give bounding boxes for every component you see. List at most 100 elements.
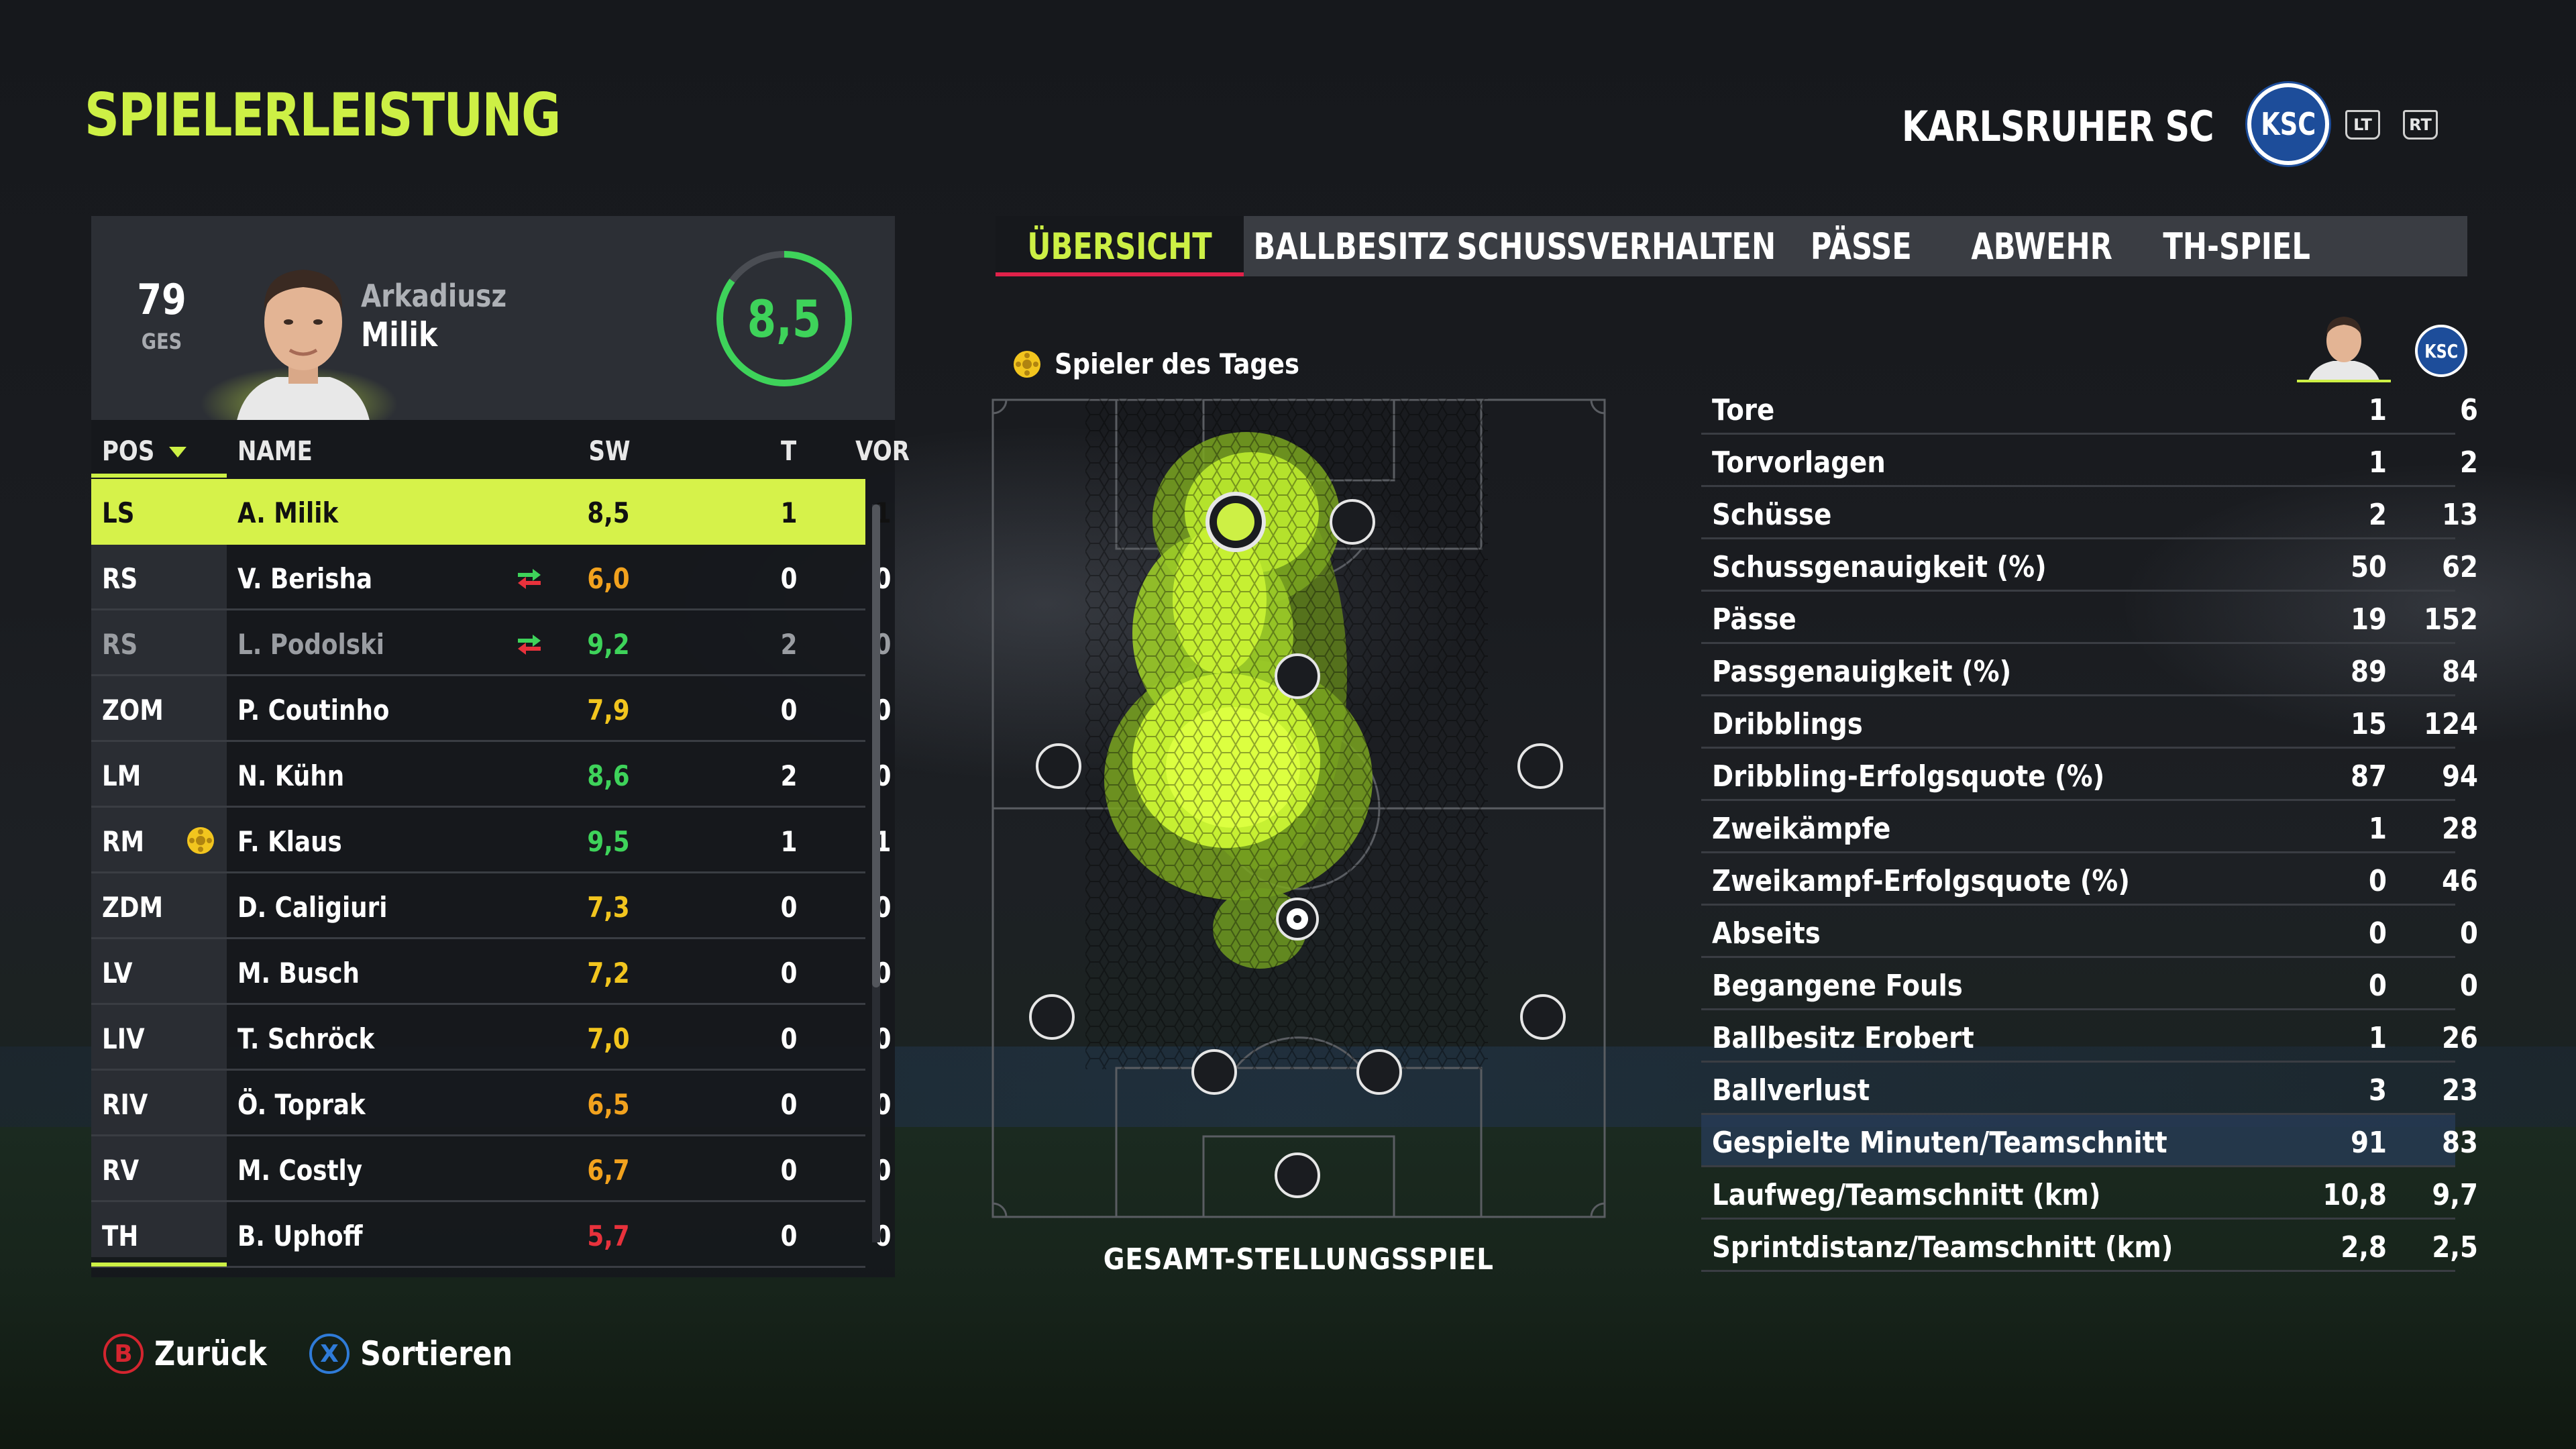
player-position: LS: [102, 496, 135, 529]
rt-trigger-button[interactable]: RT: [2403, 110, 2438, 140]
assists-value: 0: [874, 562, 892, 595]
team-name: KARLSRUHER SC: [1902, 102, 2214, 151]
stat-team-value: 46: [2442, 864, 2478, 898]
stat-row: Gespielte Minuten/Teamschnitt 91 83: [1701, 1115, 2478, 1167]
player-position: TH: [102, 1220, 139, 1252]
stat-row: Abseits 0 0: [1701, 906, 2478, 958]
stat-player-value: 89: [2351, 655, 2387, 689]
player-name: M. Costly: [237, 1154, 363, 1187]
stat-row: Schüsse 2 13: [1701, 487, 2478, 539]
stat-row: Laufweg/Teamschnitt (km) 10,8 9,7: [1701, 1167, 2478, 1220]
column-header-pos[interactable]: POS: [102, 428, 188, 475]
stats-table: Tore 1 6 Torvorlagen 1 2 Schüsse 2 13 Schussgenau…: [1701, 382, 2478, 1272]
stat-player-value: 15: [2351, 707, 2387, 741]
stat-row: Sprintdistanz/Teamschnitt (km) 2,8 2,5: [1701, 1220, 2478, 1272]
player-row[interactable]: LV M. Busch 7,2 0 0: [91, 939, 891, 1005]
stat-label: Schussgenauigkeit (%): [1712, 550, 2047, 584]
substitution-icon: [518, 635, 541, 655]
stat-team-value: 62: [2442, 550, 2478, 584]
player-row[interactable]: ZOM P. Coutinho 7,9 0 0: [91, 676, 891, 742]
column-header-name[interactable]: NAME: [237, 436, 313, 467]
match-rating-value: 8,6: [587, 759, 630, 792]
stat-player-value: 1: [2369, 393, 2387, 427]
player-row[interactable]: RM F. Klaus 9,5 1 1: [91, 808, 891, 873]
tab-goalkeeping[interactable]: TH-SPIEL: [2163, 225, 2310, 268]
column-header-vor[interactable]: VOR: [855, 436, 910, 467]
stat-row: Zweikampf-Erfolgsquote (%) 0 46: [1701, 853, 2478, 906]
player-name: N. Kühn: [237, 759, 345, 792]
player-row[interactable]: ZDM D. Caligiuri 7,3 0 0: [91, 873, 891, 939]
tab-passing[interactable]: PÄSSE: [1810, 225, 1912, 268]
lt-trigger-button[interactable]: LT: [2345, 110, 2380, 140]
assists-value: 0: [874, 1022, 892, 1055]
player-position: RM: [102, 825, 145, 858]
stat-row: Torvorlagen 1 2: [1701, 435, 2478, 487]
assists-value: 0: [874, 694, 892, 727]
player-position: LV: [102, 957, 133, 989]
stat-team-value: 13: [2442, 498, 2478, 532]
player-of-the-day-icon: [187, 827, 214, 854]
goals-value: 2: [780, 628, 798, 661]
player-position: LIV: [102, 1022, 145, 1055]
stat-team-value: 2,5: [2432, 1230, 2478, 1265]
stat-row: Pässe 19 152: [1701, 592, 2478, 644]
tab-overview[interactable]: ÜBERSICHT: [996, 216, 1244, 276]
match-rating-value: 7,2: [587, 957, 630, 989]
player-name: D. Caligiuri: [237, 891, 388, 924]
column-header-t[interactable]: T: [781, 436, 797, 467]
back-label[interactable]: Zurück: [154, 1334, 267, 1373]
assists-value: 0: [874, 759, 892, 792]
club-badge-icon: KSC: [2247, 83, 2329, 165]
stat-team-value: 23: [2442, 1073, 2478, 1108]
stat-label: Sprintdistanz/Teamschnitt (km): [1712, 1230, 2174, 1265]
player-of-the-day-label: Spieler des Tages: [1012, 347, 1333, 380]
stat-player-value: 1: [2369, 1021, 2387, 1055]
stat-team-value: 26: [2442, 1021, 2478, 1055]
sort-label[interactable]: Sortieren: [360, 1334, 513, 1373]
stat-team-value: 84: [2442, 655, 2478, 689]
player-name: M. Busch: [237, 957, 360, 989]
match-rating-value: 8,5: [587, 496, 630, 529]
player-name: T. Schröck: [237, 1022, 375, 1055]
stat-team-value: 83: [2442, 1126, 2478, 1160]
stat-label: Dribbling-Erfolgsquote (%): [1712, 759, 2105, 794]
match-rating-value: 6,0: [587, 562, 630, 595]
x-button-icon[interactable]: X: [309, 1334, 350, 1374]
player-row[interactable]: RV M. Costly 6,7 0 0: [91, 1136, 891, 1202]
match-rating-value: 7,0: [587, 1022, 630, 1055]
player-row[interactable]: LM N. Kühn 8,6 2 0: [91, 742, 891, 808]
stat-player-value: 87: [2351, 759, 2387, 794]
stat-label: Dribblings: [1712, 707, 1863, 741]
column-header-sw[interactable]: SW: [588, 436, 630, 467]
player-row[interactable]: TH B. Uphoff 5,7 0 0: [91, 1202, 891, 1268]
stat-label: Passgenauigkeit (%): [1712, 655, 2012, 689]
match-rating-value: 7,9: [587, 694, 630, 727]
scrollbar-thumb[interactable]: [872, 504, 880, 987]
match-rating-value: 9,5: [587, 825, 630, 858]
stat-player-value: 19: [2351, 602, 2387, 637]
stat-team-value: 28: [2442, 812, 2478, 846]
goals-value: 0: [780, 694, 798, 727]
player-row[interactable]: LS A. Milik 8,5 1 1: [91, 479, 891, 545]
player-row[interactable]: RS L. Podolski 9,2 2 0: [91, 610, 891, 676]
player-header: 79 GES Arkadiusz Milik 8,5: [91, 216, 895, 420]
goals-value: 0: [780, 1022, 798, 1055]
overall-rating: 79: [137, 275, 186, 324]
tab-defending[interactable]: ABWEHR: [1971, 225, 2113, 268]
rating-ring: [716, 251, 852, 386]
stat-label: Tore: [1712, 393, 1775, 427]
match-rating-value: 6,7: [587, 1154, 630, 1187]
stat-label: Torvorlagen: [1712, 445, 1886, 480]
b-button-icon[interactable]: B: [103, 1334, 144, 1374]
tab-possession[interactable]: BALLBESITZ: [1253, 225, 1449, 268]
tab-shooting[interactable]: SCHUSSVERHALTEN: [1456, 225, 1776, 268]
player-row[interactable]: RIV Ö. Toprak 6,5 0 0: [91, 1071, 891, 1136]
substitution-icon: [518, 569, 541, 589]
player-name: V. Berisha: [237, 562, 373, 595]
player-row[interactable]: RS V. Berisha 6,0 0 0: [91, 545, 891, 610]
assists-value: 0: [874, 1220, 892, 1252]
stat-row: Dribbling-Erfolgsquote (%) 87 94: [1701, 749, 2478, 801]
player-row[interactable]: LIV T. Schröck 7,0 0 0: [91, 1005, 891, 1071]
stat-team-value: 94: [2442, 759, 2478, 794]
player-name: Ö. Toprak: [237, 1088, 366, 1121]
